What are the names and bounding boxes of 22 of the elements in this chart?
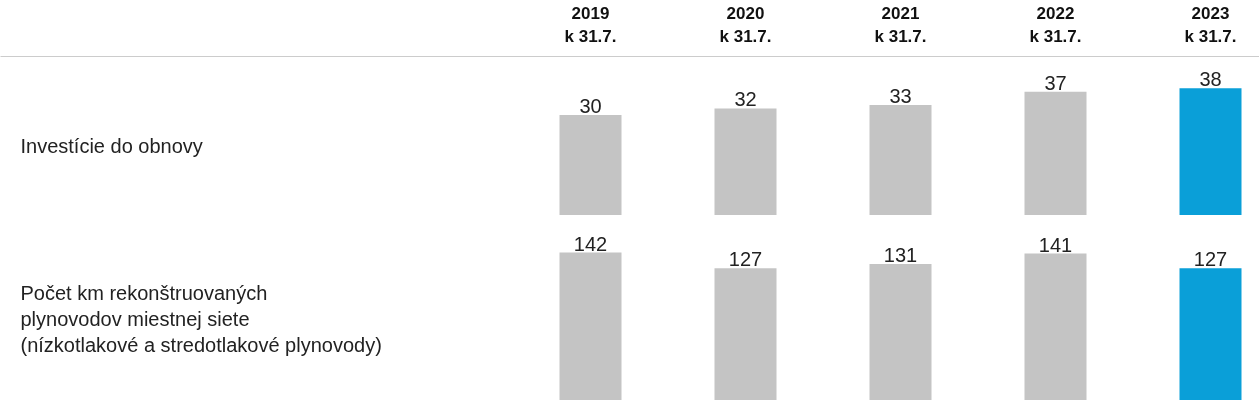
y-axis-title: Investície do obnovy [20, 134, 203, 157]
bar [869, 105, 932, 215]
data-label: 141 [1038, 233, 1073, 256]
data-label: 33 [889, 85, 912, 108]
data-label: 127 [728, 248, 763, 271]
data-label: 131 [883, 243, 918, 266]
bar [714, 108, 777, 215]
bar [559, 115, 622, 215]
bar [1179, 88, 1242, 215]
x-tick-label: 2022 k 31.7. [1029, 3, 1082, 46]
x-tick-label: 2023 k 31.7. [1184, 3, 1237, 46]
data-label: 32 [734, 88, 757, 111]
data-label: 38 [1199, 68, 1222, 91]
y-axis-title: Počet km rekonštruovaných plynovodov miestnej siete (nízkotlakové a stredotlakové plynovody) [20, 281, 382, 357]
data-label: 127 [1193, 248, 1228, 271]
data-label: 37 [1044, 71, 1067, 94]
bar [1024, 91, 1087, 215]
x-tick-label: 2021 k 31.7. [874, 3, 927, 46]
data-label: 30 [579, 95, 602, 118]
x-tick-label: 2019 k 31.7. [564, 3, 617, 46]
x-tick-label: 2020 k 31.7. [719, 3, 772, 46]
data-label: 142 [573, 232, 608, 255]
